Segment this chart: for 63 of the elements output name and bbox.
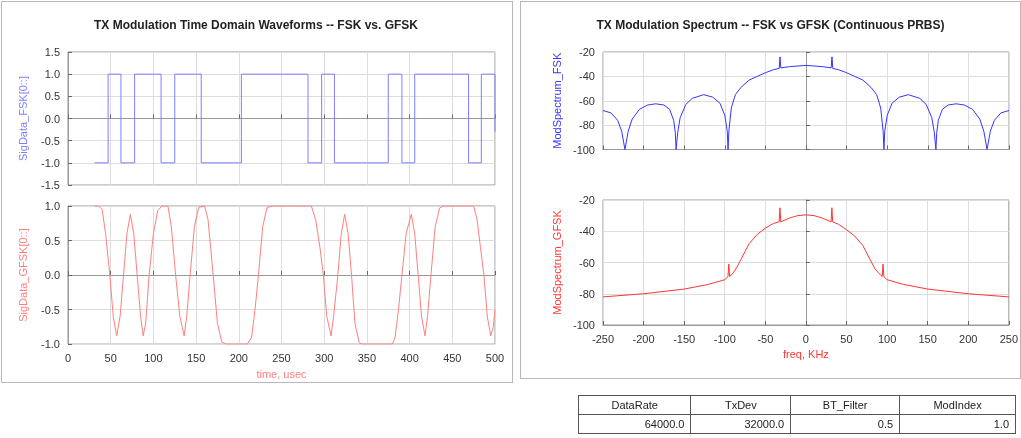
y-tick-label: -80	[579, 119, 595, 132]
y-tick-label: -60	[579, 94, 595, 107]
y-tick-label: 1.5	[44, 46, 60, 58]
x-tick-label: 200	[229, 351, 248, 364]
y-tick-label: -1.0	[41, 338, 60, 351]
y-tick-label: -1.0	[41, 156, 60, 169]
y-axis-title: SigData_FSK[0::]	[16, 76, 29, 161]
x-axis-title: time, usec	[256, 367, 308, 380]
x-tick-label: 50	[840, 332, 853, 345]
text: BT_Filter	[790, 395, 900, 415]
y-tick-label: 1.0	[44, 68, 60, 81]
x-tick-label: 0	[64, 351, 72, 364]
y-tick-label: 0.0	[44, 112, 60, 125]
x-tick-label: 450	[443, 351, 462, 364]
y-axis-title: ModSpectrum_GFSK	[550, 209, 563, 315]
y-tick-label: -60	[579, 256, 595, 269]
y-tick-label: -1.5	[41, 179, 60, 191]
x-tick-label: 500	[485, 351, 505, 364]
y-tick-label: 1.0	[44, 200, 60, 212]
text: DataRate	[578, 395, 691, 415]
x-tick-label: 350	[357, 351, 377, 364]
x-tick-label: 200	[959, 332, 978, 345]
y-tick-label: -100	[572, 143, 595, 156]
x-tick-label: 250	[999, 332, 1018, 345]
x-tick-label: 150	[918, 332, 937, 345]
line-series	[93, 205, 496, 345]
x-tick-label: -150	[673, 332, 696, 345]
y-tick-label: 0.0	[44, 269, 60, 282]
x-tick-label: 300	[315, 351, 334, 364]
text: 1.0	[899, 414, 1016, 434]
x-tick-label: -200	[632, 332, 655, 345]
y-tick-label: -80	[579, 287, 595, 300]
chart-title: TX Modulation Spectrum -- FSK vs GFSK (Continuous PRBS)	[596, 18, 945, 32]
x-tick-label: 50	[104, 351, 117, 364]
x-tick-label: 100	[877, 332, 897, 345]
y-axis-title: SigData_GFSK[0::]	[16, 228, 29, 322]
y-tick-label: -40	[579, 70, 595, 83]
x-tick-label: 400	[400, 351, 419, 364]
x-tick-label: 0	[802, 332, 809, 345]
x-axis-title: freq, KHz	[782, 348, 829, 361]
y-tick-label: -0.5	[41, 134, 60, 147]
line-series	[602, 207, 1010, 298]
y-tick-label: -20	[579, 46, 595, 58]
text: 0.5	[790, 414, 900, 434]
x-tick-label: 100	[144, 351, 163, 364]
line-series	[602, 56, 1010, 150]
y-tick-label: 0.5	[44, 234, 60, 247]
y-axis-title: ModSpectrum_FSK	[550, 52, 563, 149]
x-tick-label: 250	[272, 351, 291, 364]
y-tick-label: 0.5	[44, 90, 60, 103]
text: ModIndex	[899, 395, 1016, 415]
x-tick-label: 150	[186, 351, 206, 364]
y-tick-label: -0.5	[41, 303, 60, 316]
text: 32000.0	[690, 414, 791, 434]
y-tick-label: -20	[579, 194, 595, 206]
y-tick-label: -100	[572, 319, 595, 331]
x-tick-label: -250	[591, 332, 615, 345]
chart-title: TX Modulation Time Domain Waveforms -- FSK vs. GFSK	[93, 18, 419, 32]
text: TxDev	[690, 395, 791, 415]
x-tick-label: -100	[713, 332, 736, 345]
x-tick-label: -50	[757, 332, 774, 345]
text: 64000.0	[578, 414, 691, 434]
y-tick-label: -40	[579, 225, 595, 238]
